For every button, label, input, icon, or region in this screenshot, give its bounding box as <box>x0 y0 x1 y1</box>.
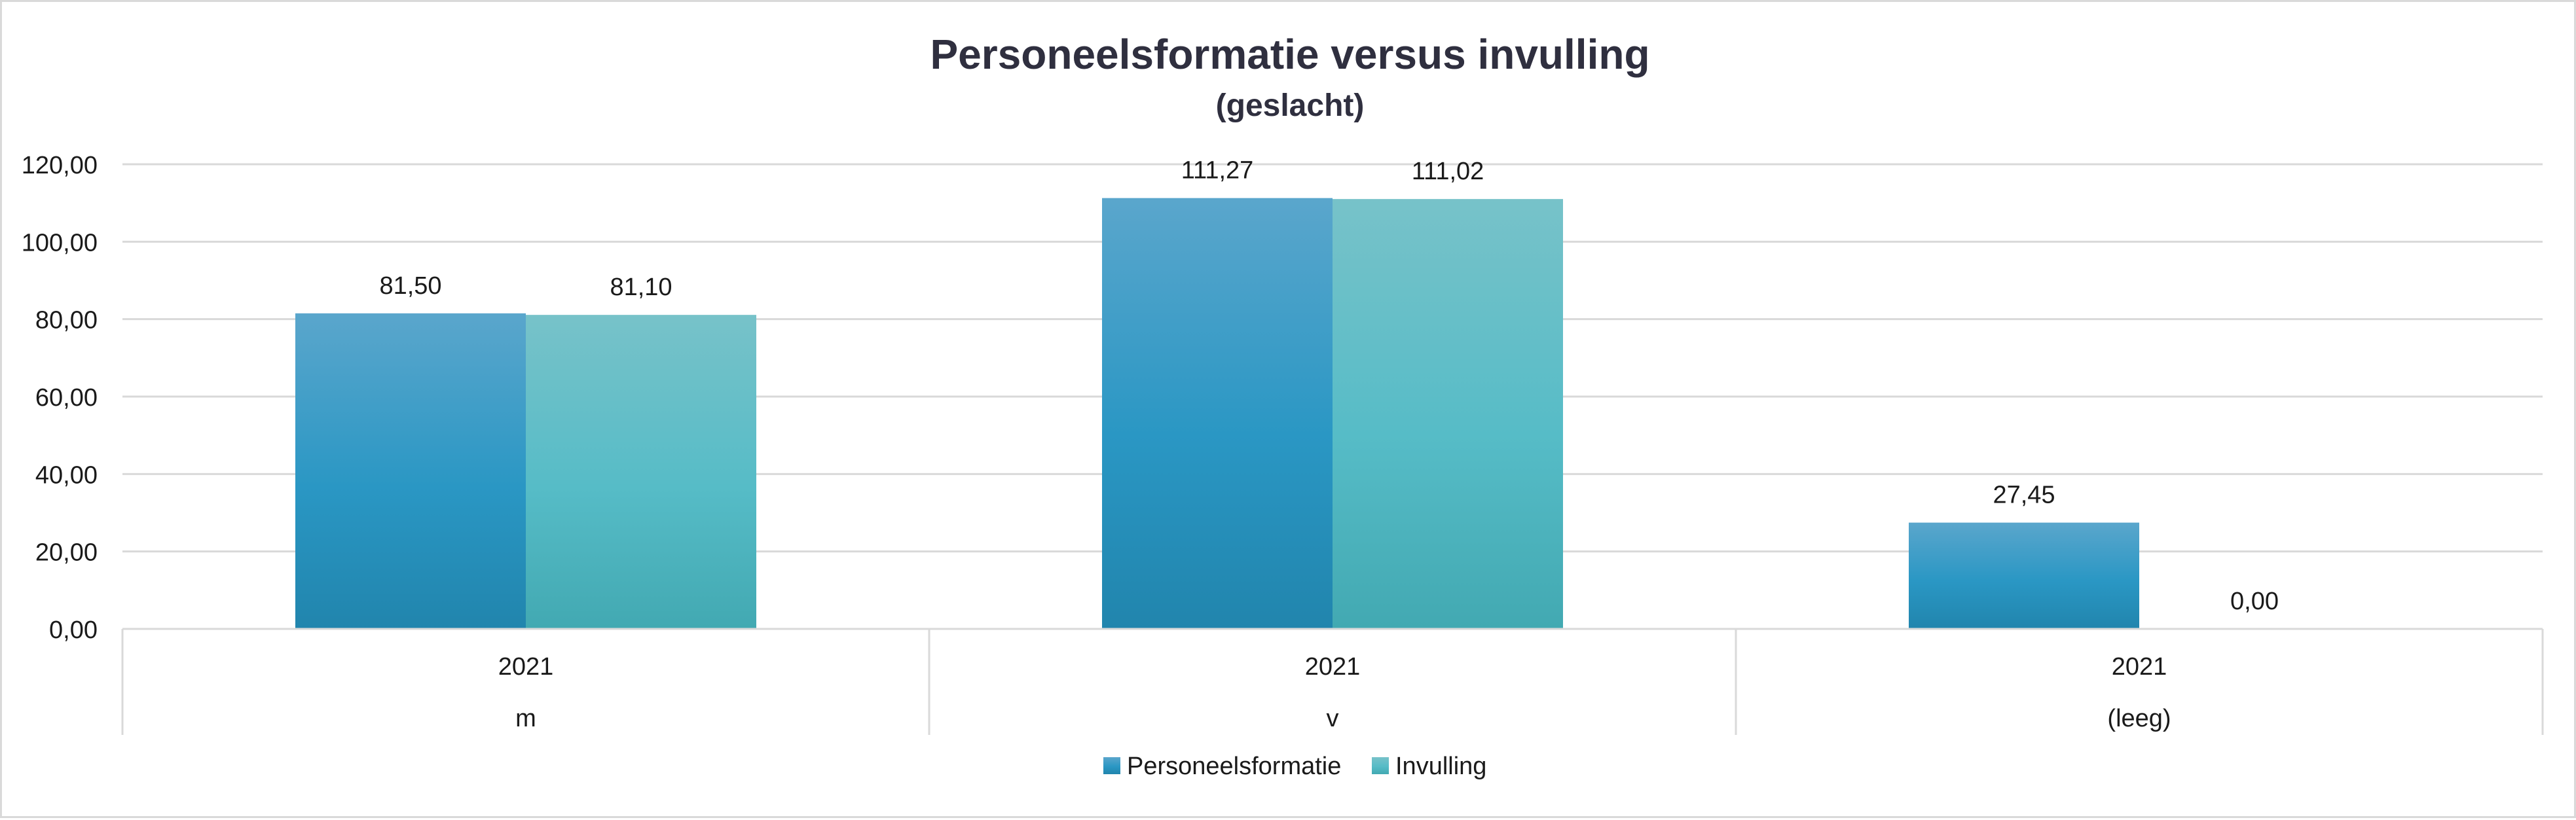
legend-label-invulling: Invulling <box>1395 753 1486 780</box>
bar-personeelsformatie-2 <box>1909 522 2139 629</box>
y-tick-label: 0,00 <box>49 616 98 644</box>
data-label: 111,27 <box>1181 157 1254 185</box>
data-label: 111,02 <box>1412 158 1484 185</box>
bar-personeelsformatie-1 <box>1102 198 1333 630</box>
bars <box>295 198 2139 630</box>
bar-personeelsformatie-0 <box>295 313 526 629</box>
data-label: 81,10 <box>610 274 672 301</box>
x-tick-label-year: 2021 <box>2112 653 2167 681</box>
data-label: 27,45 <box>1993 482 2055 509</box>
x-tick-label-group: m <box>515 705 536 732</box>
x-tick-label-year: 2021 <box>1305 653 1361 681</box>
y-tick-label: 20,00 <box>35 539 98 567</box>
y-tick-label: 40,00 <box>35 461 98 489</box>
legend: Personeelsformatie Invulling <box>1103 753 1486 780</box>
data-labels: 81,50 81,10 111,27 111,02 27,45 0,00 <box>379 157 2279 615</box>
data-label: 81,50 <box>379 272 441 300</box>
data-label: 0,00 <box>2230 588 2279 615</box>
y-tick-label: 80,00 <box>35 307 98 334</box>
bar-invulling-0 <box>526 315 756 629</box>
legend-label-personeelsformatie: Personeelsformatie <box>1127 753 1341 780</box>
chart-title: Personeelsformatie versus invulling <box>930 31 1649 78</box>
chart-subtitle: (geslacht) <box>1216 88 1365 123</box>
x-tick-label-group: (leeg) <box>2107 705 2171 732</box>
y-tick-label: 60,00 <box>35 384 98 412</box>
x-tick-label-year: 2021 <box>498 653 554 681</box>
bar-invulling-1 <box>1333 199 1563 629</box>
y-tick-label: 100,00 <box>22 229 98 257</box>
x-tick-label-group: v <box>1327 705 1339 732</box>
legend-swatch-invulling <box>1372 757 1389 774</box>
x-axis: 2021 m 2021 v 2021 (leeg) <box>121 628 2544 735</box>
y-tick-label: 120,00 <box>22 152 98 179</box>
y-axis: 0,00 20,00 40,00 60,00 80,00 100,00 120,00 <box>22 152 98 644</box>
legend-swatch-personeelsformatie <box>1103 757 1120 774</box>
